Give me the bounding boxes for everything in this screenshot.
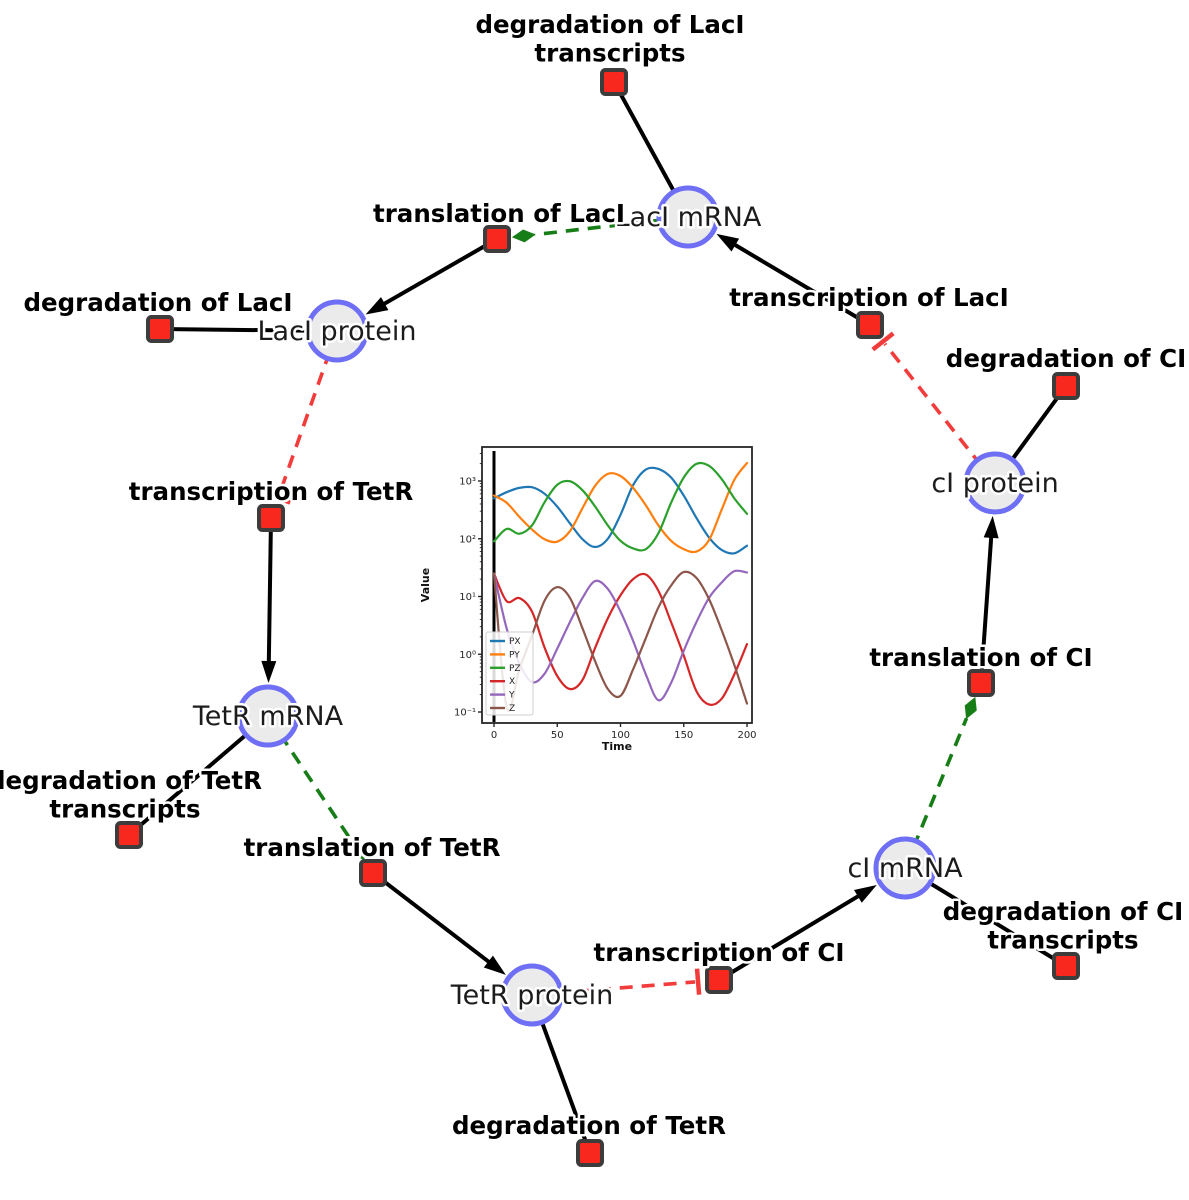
inhibition-tbar-icon: [871, 331, 895, 352]
x-tick-label: 150: [674, 730, 693, 741]
legend-entry-PY: PY: [509, 650, 520, 660]
reaction-label-deg_ci_tx: transcripts: [987, 926, 1138, 955]
arrowhead-icon: [261, 660, 277, 684]
reaction-node-transl_ci: [967, 669, 995, 697]
arrowhead-icon: [365, 297, 389, 315]
reaction-label-deg_tetr: degradation of TetR: [452, 1111, 726, 1140]
nodes-layer: [115, 68, 1080, 1167]
species-label-tetr_mrna: TetR mRNA: [192, 701, 344, 732]
reaction-label-deg_tetr_tx: transcripts: [49, 795, 200, 824]
legend-entry-Y: Y: [508, 691, 515, 701]
edge-arrow-transl_tetr-tetr_prot: [371, 871, 493, 966]
reaction-label-transl_tetr: translation of TetR: [244, 833, 501, 862]
species-label-ci_prot: cI protein: [931, 468, 1058, 499]
species-node-tetr_prot: [500, 963, 564, 1027]
edge-arrow-tc_laci-laci_mrna: [730, 241, 872, 327]
y-axis-title: Value: [419, 568, 432, 602]
labels-layer: LacI mRNA LacI protein TetR mRNA TetR prote…: [0, 8, 1189, 1143]
y-tick-label: 10⁰: [459, 650, 476, 661]
arrowhead-icon: [854, 885, 877, 903]
modifier-diamond-icon: [351, 840, 365, 861]
inhibition-tbar-icon: [264, 491, 291, 505]
reaction-label-deg_laci_tx: degradation of LacI: [475, 10, 744, 39]
inhibition-tbar-icon: [694, 968, 702, 995]
species-label-laci_mrna: LacI mRNA: [615, 202, 762, 233]
arrowhead-icon: [716, 233, 740, 252]
reaction-node-transl_tetr: [359, 859, 387, 887]
legend-entry-PZ: PZ: [509, 664, 521, 674]
reaction-node-transl_laci: [483, 225, 511, 253]
reaction-label-deg_ci: degradation of CI: [946, 344, 1186, 373]
reaction-node-deg_laci_tx: [600, 68, 628, 96]
chart-axes: 10⁻¹ 10⁰ 10¹ 10² 10³ 0 50 100 150 200: [454, 446, 757, 741]
chart-legend: PX PY PZ XYZ: [485, 631, 534, 716]
y-tick-label: 10²: [459, 534, 476, 545]
y-tick-label: 10¹: [459, 592, 476, 603]
series-line-X: [492, 572, 749, 706]
reaction-label-transl_laci: translation of LacI: [373, 199, 625, 228]
reaction-label-deg_laci: degradation of LacI: [23, 288, 292, 317]
x-tick-label: 200: [737, 730, 756, 741]
edge-arrow-tc_ci-ci_mrna: [717, 892, 863, 982]
x-tick-label: 0: [491, 730, 497, 741]
arrowhead-icon: [983, 515, 999, 539]
species-node-laci_mrna: [656, 185, 720, 249]
species-node-laci_prot: [305, 299, 369, 363]
x-tick-label: 100: [611, 730, 630, 741]
species-label-tetr_prot: TetR protein: [450, 980, 613, 1011]
y-tick-label: 10³: [459, 477, 476, 488]
reaction-label-tc_ci: transcription of CI: [594, 938, 845, 967]
modifier-diamond-icon: [964, 696, 977, 720]
arrowhead-icon: [483, 955, 506, 975]
reaction-node-deg_laci: [146, 315, 174, 343]
legend-entry-PX: PX: [509, 637, 521, 647]
inset-chart: 10⁻¹ 10⁰ 10¹ 10² 10³ 0 50 100 150 200 PX PY PZ XYZ T…: [419, 446, 757, 753]
edge-arrow-transl_ci-ci_prot: [979, 533, 994, 684]
species-node-tetr_mrna: [236, 684, 300, 748]
reaction-node-deg_ci: [1052, 372, 1080, 400]
series-line-Y: [492, 569, 749, 702]
reaction-label-deg_tetr_tx: degradation of TetR: [0, 766, 262, 795]
reaction-node-deg_ci_tx: [1052, 952, 1080, 980]
reaction-node-deg_tetr_tx: [115, 821, 143, 849]
reaction-label-tc_laci: transcription of LacI: [729, 283, 1009, 312]
legend-entry-X: X: [509, 677, 515, 687]
edge-heads-layer: [261, 229, 999, 995]
reaction-node-tc_laci: [856, 311, 884, 339]
x-tick-label: 50: [551, 730, 564, 741]
legend-entry-Z: Z: [509, 704, 515, 714]
species-label-ci_mrna: cI mRNA: [847, 853, 963, 884]
species-node-ci_mrna: [873, 836, 937, 900]
x-axis-title: Time: [602, 740, 632, 753]
reaction-label-deg_laci_tx: transcripts: [534, 39, 685, 68]
plot-spines: [481, 446, 753, 724]
y-tick-label: 10⁻¹: [454, 708, 476, 719]
reaction-label-deg_ci_tx: degradation of CI: [943, 897, 1183, 926]
reaction-node-tc_tetr: [257, 504, 285, 532]
edge-arrow-transl_laci-laci_prot: [380, 237, 498, 308]
series-line-PY: [492, 461, 749, 554]
species-node-ci_prot: [963, 451, 1027, 515]
species-label-laci_prot: LacI protein: [258, 316, 417, 347]
reaction-node-deg_tetr: [576, 1139, 604, 1167]
edge-arrow-tc_tetr-tetr_mrna: [266, 517, 273, 666]
series-line-PX: [492, 466, 749, 555]
reaction-node-tc_ci: [705, 966, 733, 994]
series-line-PZ: [492, 461, 749, 552]
modifier-diamond-icon: [511, 229, 536, 243]
reaction-label-transl_ci: translation of CI: [869, 643, 1092, 672]
reaction-label-tc_tetr: transcription of TetR: [129, 477, 414, 506]
